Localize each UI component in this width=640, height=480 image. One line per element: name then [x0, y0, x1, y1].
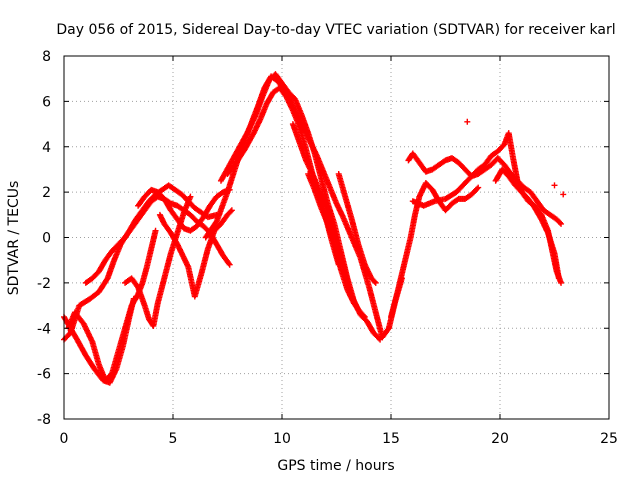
- y-tick-label: -2: [37, 276, 51, 292]
- series-track-9: [217, 71, 384, 343]
- x-tick-label: 25: [600, 431, 618, 447]
- y-tick-label: -6: [37, 367, 51, 383]
- data-point: [558, 220, 565, 227]
- data-point: [474, 185, 481, 192]
- series-track-17: [492, 166, 562, 282]
- y-tick-label: -8: [37, 412, 51, 428]
- data-point: [475, 184, 482, 191]
- x-tick-label: 0: [60, 431, 69, 447]
- data-point: [361, 313, 368, 320]
- series-track-13: [335, 170, 379, 286]
- series-track-7: [135, 186, 233, 234]
- data-points: [61, 71, 567, 386]
- y-axis-label: SDTVAR / TECUs: [6, 181, 22, 296]
- data-point: [558, 279, 565, 286]
- data-point: [384, 326, 391, 333]
- data-point: [555, 275, 562, 282]
- data-point: [376, 335, 383, 342]
- y-tick-label: 8: [42, 49, 51, 65]
- y-tick-label: 0: [42, 231, 51, 247]
- series-track-11: [289, 121, 368, 320]
- data-point: [360, 312, 367, 319]
- axis-ticks: 0 5 10 15 20 25 -8 -6 -4 -2 0 2 4 6 8: [37, 49, 618, 447]
- data-point: [356, 308, 363, 315]
- chart-title: Day 056 of 2015, Sidereal Day-to-day VTE…: [56, 22, 615, 38]
- data-point: [372, 279, 379, 286]
- data-point: [371, 278, 378, 285]
- series-track-3: [65, 227, 159, 384]
- x-tick-label: 5: [169, 431, 178, 447]
- outlier-point: [560, 191, 567, 198]
- data-point: [227, 208, 234, 215]
- x-tick-label: 15: [382, 431, 400, 447]
- data-point: [357, 309, 364, 316]
- y-tick-label: -4: [37, 321, 51, 337]
- y-tick-label: 2: [42, 185, 51, 201]
- data-point: [225, 260, 232, 267]
- data-point: [377, 336, 384, 343]
- data-point: [228, 207, 235, 214]
- x-tick-label: 10: [273, 431, 291, 447]
- y-tick-label: 6: [42, 94, 51, 110]
- series-track-5: [122, 193, 194, 329]
- x-axis-label: GPS time / hours: [277, 458, 394, 474]
- data-point: [226, 261, 233, 268]
- x-tick-label: 20: [491, 431, 509, 447]
- data-point: [187, 193, 194, 200]
- y-tick-label: 4: [42, 140, 51, 156]
- data-point: [556, 219, 563, 226]
- outlier-point: [551, 182, 558, 189]
- outlier-point: [464, 118, 471, 125]
- series-track-12: [305, 170, 364, 316]
- data-point: [152, 227, 159, 234]
- series-track-6: [156, 207, 235, 300]
- series-track-14: [388, 180, 482, 320]
